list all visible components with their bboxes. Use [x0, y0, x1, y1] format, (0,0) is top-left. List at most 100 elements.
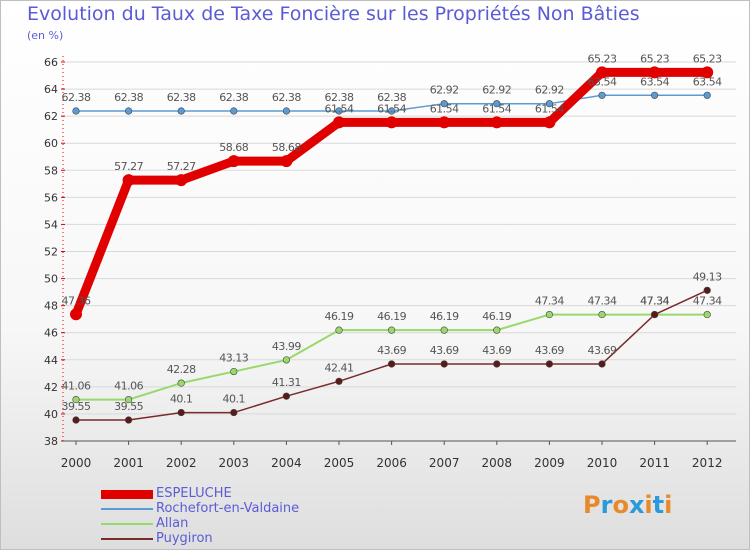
- y-tick-label: 52: [44, 246, 58, 259]
- data-label: 47.34: [640, 295, 669, 308]
- data-label: 43.69: [588, 344, 617, 357]
- data-label: 57.27: [114, 160, 143, 173]
- data-label: 63.54: [693, 75, 722, 88]
- data-label: 62.38: [325, 91, 354, 104]
- y-tick-label: 42: [44, 381, 58, 394]
- data-label: 46.19: [325, 310, 354, 323]
- y-tick-label: 46: [44, 327, 58, 340]
- data-point: [282, 107, 291, 115]
- data-label: 62.92: [430, 84, 459, 97]
- logo-letter: i: [664, 491, 673, 519]
- data-point: [388, 326, 396, 334]
- legend-label: ESPELUCHE: [156, 486, 232, 501]
- data-point: [177, 379, 185, 387]
- data-label: 47.34: [693, 295, 722, 308]
- y-tick-label: 40: [44, 408, 58, 421]
- legend: ESPELUCHE Rochefort-en-Valdaine Allan Pu…: [101, 486, 401, 547]
- proxiti-logo: Proxiti: [583, 491, 672, 519]
- data-label: 62.38: [272, 91, 301, 104]
- data-label: 57.27: [167, 160, 196, 173]
- legend-label: Rochefort-en-Valdaine: [156, 501, 300, 516]
- data-label: 63.54: [640, 75, 669, 88]
- x-tick-label: 2002: [166, 456, 197, 470]
- data-label: 43.69: [377, 344, 406, 357]
- x-tick-label: 2003: [219, 456, 250, 470]
- logo-letter: r: [600, 491, 613, 519]
- data-label: 58.68: [272, 141, 301, 154]
- data-label: 62.38: [167, 91, 196, 104]
- data-point: [490, 116, 503, 129]
- y-tick-label: 64: [44, 83, 58, 96]
- data-point: [648, 66, 661, 79]
- logo-letter: i: [644, 491, 653, 519]
- data-point: [280, 155, 293, 168]
- chart-title: Evolution du Taux de Taxe Foncière sur l…: [27, 3, 640, 25]
- data-point: [493, 100, 501, 108]
- data-label: 41.06: [62, 380, 91, 393]
- data-point: [70, 308, 82, 321]
- data-point: [335, 326, 343, 334]
- data-label: 43.69: [430, 344, 459, 357]
- data-label: 47.34: [535, 295, 564, 308]
- logo-letter: o: [612, 491, 629, 519]
- data-point: [72, 395, 80, 404]
- x-tick-label: 2009: [534, 456, 565, 470]
- x-tick-label: 2006: [376, 456, 407, 470]
- legend-swatch: [101, 523, 153, 525]
- data-point: [385, 116, 398, 129]
- y-tick-label: 60: [44, 137, 58, 150]
- data-label: 39.55: [62, 400, 91, 413]
- data-label: 47.34: [640, 295, 669, 308]
- data-label: 65.23: [693, 52, 722, 65]
- data-point: [703, 310, 711, 319]
- data-label: 65.23: [588, 52, 617, 65]
- legend-swatch: [101, 508, 153, 510]
- data-point: [703, 286, 711, 294]
- data-label: 49.13: [693, 270, 722, 283]
- data-point: [596, 66, 608, 79]
- legend-label: Allan: [156, 516, 189, 531]
- data-label: 42.28: [167, 363, 196, 376]
- data-point: [543, 116, 556, 129]
- data-point: [703, 91, 711, 99]
- logo-letter: t: [652, 491, 665, 519]
- data-point: [545, 360, 554, 368]
- data-point: [124, 107, 133, 115]
- y-tick-label: 58: [44, 164, 58, 177]
- data-point: [545, 310, 554, 319]
- legend-item-espeluche: ESPELUCHE: [101, 486, 401, 502]
- data-label: 43.13: [219, 352, 248, 365]
- data-point: [72, 107, 80, 115]
- data-label: 63.54: [588, 75, 617, 88]
- logo-letter: P: [583, 491, 601, 519]
- legend-swatch: [101, 489, 153, 499]
- data-label: 61.54: [535, 102, 564, 115]
- data-label: 40.1: [170, 393, 193, 406]
- data-point: [335, 107, 343, 115]
- data-label: 41.06: [114, 380, 143, 393]
- data-point: [227, 155, 240, 168]
- logo-letter: x: [628, 491, 645, 519]
- data-point: [72, 416, 80, 424]
- data-point: [230, 107, 238, 115]
- data-label: 39.55: [114, 400, 143, 413]
- data-point: [440, 360, 448, 368]
- data-label: 41.31: [272, 376, 301, 389]
- legend-item-allan: Allan: [101, 516, 401, 532]
- data-label: 46.19: [482, 310, 511, 323]
- data-label: 61.54: [325, 102, 354, 115]
- x-tick-label: 2011: [639, 456, 670, 470]
- x-tick-label: 2012: [692, 456, 723, 470]
- data-label: 62.92: [482, 84, 511, 97]
- data-point: [598, 91, 606, 99]
- data-point: [333, 116, 345, 129]
- data-label: 61.54: [482, 102, 511, 115]
- data-point: [388, 360, 396, 368]
- legend-item-puygiron: Puygiron: [101, 531, 401, 547]
- data-label: 47.36: [62, 294, 91, 307]
- data-label: 43.69: [535, 344, 564, 357]
- data-label: 40.1: [223, 393, 246, 406]
- data-point: [175, 174, 188, 187]
